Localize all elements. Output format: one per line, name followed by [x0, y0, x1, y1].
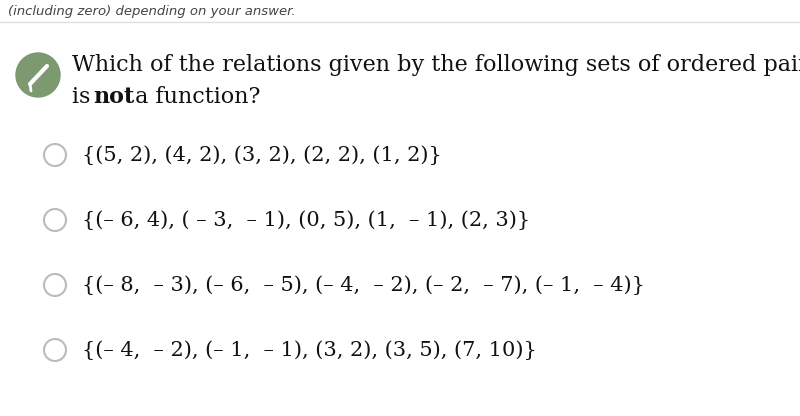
- Text: {(– 4,  – 2), (– 1,  – 1), (3, 2), (3, 5), (7, 10)}: {(– 4, – 2), (– 1, – 1), (3, 2), (3, 5),…: [82, 340, 537, 360]
- Circle shape: [16, 53, 60, 97]
- Text: Which of the relations given by the following sets of ordered pairs: Which of the relations given by the foll…: [72, 54, 800, 76]
- Text: is: is: [72, 86, 98, 108]
- Text: a function?: a function?: [128, 86, 260, 108]
- Text: {(– 6, 4), ( – 3,  – 1), (0, 5), (1,  – 1), (2, 3)}: {(– 6, 4), ( – 3, – 1), (0, 5), (1, – 1)…: [82, 210, 530, 230]
- Text: not: not: [93, 86, 134, 108]
- Text: (including zero) depending on your answer.: (including zero) depending on your answe…: [8, 5, 296, 17]
- Text: {(5, 2), (4, 2), (3, 2), (2, 2), (1, 2)}: {(5, 2), (4, 2), (3, 2), (2, 2), (1, 2)}: [82, 145, 442, 165]
- Text: {(– 8,  – 3), (– 6,  – 5), (– 4,  – 2), (– 2,  – 7), (– 1,  – 4)}: {(– 8, – 3), (– 6, – 5), (– 4, – 2), (– …: [82, 275, 645, 295]
